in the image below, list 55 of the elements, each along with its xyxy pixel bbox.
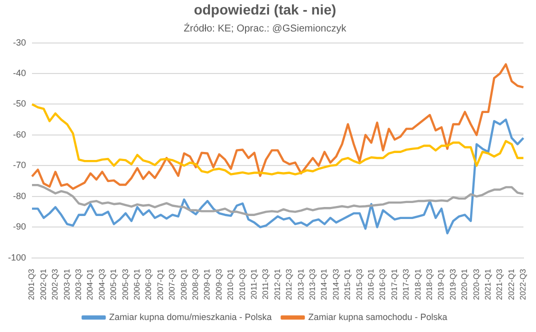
x-tick-label: 2009-Q3	[214, 268, 224, 300]
x-tick-label: 2019-Q3	[448, 268, 458, 300]
x-tick-label: 2001-Q3	[27, 268, 36, 300]
y-tick-label: -50	[13, 98, 26, 109]
legend-label: Zamiar kupna domu/mieszkania - Polska	[109, 312, 272, 322]
x-tick-label: 2009-Q1	[202, 268, 212, 300]
x-tick-label: 2021-Q1	[484, 268, 493, 300]
x-tick-label: 2014-Q1	[320, 268, 329, 300]
x-tick-label: 2003-Q1	[62, 268, 72, 300]
x-tick-label: 2017-Q1	[390, 268, 399, 300]
y-tick-label: -30	[13, 37, 26, 48]
x-tick-label: 2013-Q1	[296, 268, 306, 300]
x-tick-label: 2014-Q3	[331, 268, 340, 300]
x-tick-label: 2016-Q1	[366, 268, 376, 300]
x-tick-label: 2010-Q1	[226, 268, 236, 300]
x-tick-label: 2005-Q3	[120, 268, 130, 300]
y-tick-label: -80	[13, 190, 26, 201]
x-tick-label: 2004-Q3	[97, 268, 106, 300]
x-tick-label: 2013-Q3	[308, 268, 318, 300]
x-tick-label: 2008-Q3	[191, 268, 200, 300]
x-tick-label: 2007-Q3	[168, 268, 177, 300]
x-tick-label: 2008-Q1	[179, 268, 188, 300]
y-tick-label: -100	[8, 252, 26, 262]
x-tick-label: 2020-Q1	[460, 268, 470, 300]
x-tick-label: 2021-Q3	[495, 268, 504, 300]
x-tick-label: 2002-Q1	[38, 268, 48, 300]
x-tick-label: 2002-Q3	[50, 268, 60, 300]
x-tick-label: 2022-Q3	[518, 268, 528, 300]
x-tick-label: 2005-Q1	[109, 268, 118, 300]
x-tick-label: 2019-Q1	[436, 268, 446, 300]
x-tick-label: 2004-Q1	[86, 268, 95, 300]
x-tick-label: 2020-Q3	[472, 268, 481, 300]
x-tick-label: 2022-Q1	[506, 268, 516, 300]
x-tick-label: 2006-Q1	[132, 268, 142, 300]
x-tick-label: 2010-Q3	[238, 268, 247, 300]
x-tick-label: 2011-Q3	[261, 268, 270, 300]
y-tick-label: -70	[13, 160, 26, 170]
y-tick-label: -60	[13, 129, 26, 140]
x-tick-label: 2018-Q1	[413, 268, 422, 300]
x-tick-label: 2015-Q1	[343, 268, 352, 300]
chart-subtitle: Źródło: KE; Oprac.: @GSiemionczyk	[184, 22, 348, 35]
legend-label: Zamiar kupna samochodu - Polska	[308, 312, 448, 322]
x-tick-label: 2017-Q3	[402, 268, 411, 300]
x-tick-label: 2012-Q1	[272, 268, 282, 300]
y-tick-label: -90	[13, 222, 26, 232]
x-tick-label: 2016-Q3	[378, 268, 388, 300]
x-tick-label: 2018-Q3	[425, 268, 434, 300]
x-tick-label: 2011-Q1	[250, 268, 259, 300]
y-tick-label: -40	[13, 68, 26, 78]
x-tick-label: 2007-Q1	[156, 268, 165, 300]
x-tick-label: 2015-Q3	[354, 268, 364, 300]
x-tick-label: 2003-Q3	[74, 268, 84, 300]
x-tick-label: 2006-Q3	[144, 268, 154, 300]
chart-title: odpowiedzi (tak - nie)	[194, 1, 336, 18]
x-tick-label: 2012-Q3	[284, 268, 294, 300]
